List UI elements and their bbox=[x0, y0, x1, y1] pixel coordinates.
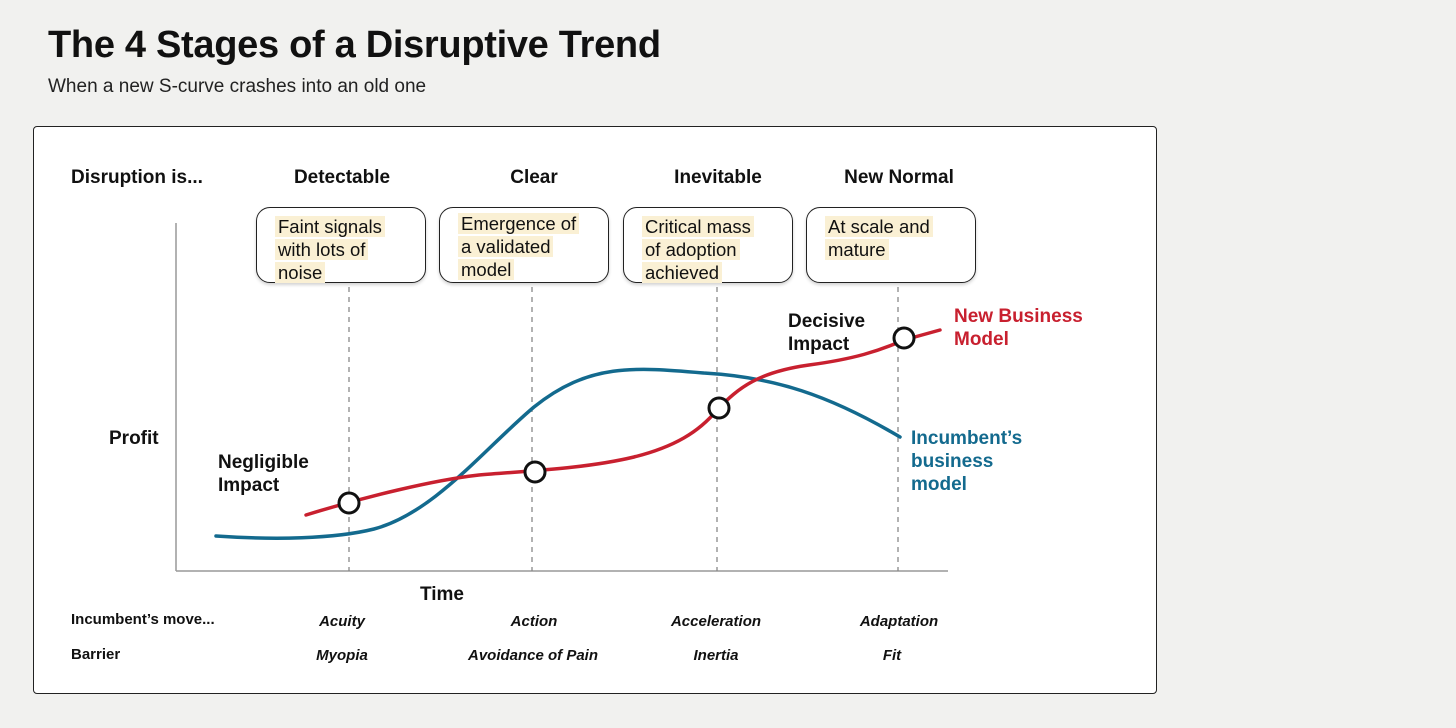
impact-line: Impact bbox=[218, 475, 280, 496]
move-cell-new-normal: Adaptation bbox=[859, 613, 939, 630]
milestone-clear bbox=[523, 460, 547, 484]
diagram-card: Disruption is... Detectable Clear Inevit… bbox=[33, 126, 1157, 694]
milestone-inevitable bbox=[707, 396, 731, 420]
milestone-detectable bbox=[337, 491, 361, 515]
move-cell-inevitable: Acceleration bbox=[670, 613, 762, 630]
impact-line: Negligible bbox=[218, 452, 309, 473]
note-line: of adoption bbox=[642, 239, 740, 260]
barrier-cell-detectable: Myopia bbox=[316, 647, 368, 664]
note-line: noise bbox=[275, 262, 326, 283]
new-business-curve bbox=[304, 328, 942, 517]
negligible-impact-label: Negligible Impact bbox=[218, 451, 309, 497]
barrier-cell-clear: Avoidance of Pain bbox=[467, 647, 599, 664]
diagram-canvas bbox=[175, 223, 948, 572]
move-cell-clear: Action bbox=[510, 613, 558, 630]
note-line: Faint signals bbox=[275, 216, 385, 237]
incumbent-curve bbox=[214, 367, 902, 540]
note-line: Critical mass bbox=[642, 216, 754, 237]
barrier-cell-inevitable: Inertia bbox=[693, 647, 739, 664]
page-title: The 4 Stages of a Disruptive Trend bbox=[48, 24, 661, 66]
impact-line: Impact bbox=[788, 334, 850, 355]
note-line: a validated bbox=[458, 236, 554, 257]
milestone-new-normal bbox=[892, 326, 916, 350]
impact-line: Decisive bbox=[788, 311, 866, 332]
note-line: achieved bbox=[642, 262, 723, 283]
x-axis-label: Time bbox=[420, 584, 465, 605]
note-line: with lots of bbox=[275, 239, 369, 260]
decisive-impact-label: Decisive Impact bbox=[788, 310, 865, 356]
disruption-row-label: Disruption is... bbox=[71, 167, 203, 188]
stage-name-detectable: Detectable bbox=[293, 167, 391, 188]
move-cell-detectable: Acuity bbox=[319, 613, 365, 630]
curve-label-line: New Business bbox=[954, 306, 1083, 327]
stage-note-detectable: Faint signals with lots of noise bbox=[256, 207, 426, 283]
note-line: Emergence of bbox=[458, 213, 580, 234]
barrier-row-label: Barrier bbox=[71, 646, 121, 663]
moves-row-label: Incumbent’s move... bbox=[71, 611, 215, 628]
note-line: At scale and bbox=[825, 216, 933, 237]
stage-name-new-normal: New Normal bbox=[844, 167, 954, 188]
incumbent-model-label: Incumbent’s business model bbox=[911, 427, 1022, 496]
stage-note-new-normal: At scale and mature bbox=[806, 207, 976, 283]
curve-label-line: Model bbox=[954, 329, 1009, 350]
y-axis-label: Profit bbox=[109, 428, 159, 449]
new-business-model-label: New Business Model bbox=[954, 305, 1083, 351]
note-line: model bbox=[458, 259, 515, 280]
page-subtitle: When a new S-curve crashes into an old o… bbox=[48, 76, 427, 97]
curve-label-line: business bbox=[911, 451, 994, 472]
curve-label-line: Incumbent’s bbox=[911, 428, 1023, 449]
stage-note-inevitable: Critical mass of adoption achieved bbox=[623, 207, 793, 283]
stage-name-clear: Clear bbox=[510, 167, 558, 188]
curve-label-line: model bbox=[911, 474, 967, 495]
stage-name-inevitable: Inevitable bbox=[674, 167, 762, 188]
barrier-cell-new-normal: Fit bbox=[882, 647, 902, 664]
stage-note-clear: Emergence of a validated model bbox=[439, 207, 609, 283]
note-line: mature bbox=[825, 239, 889, 260]
